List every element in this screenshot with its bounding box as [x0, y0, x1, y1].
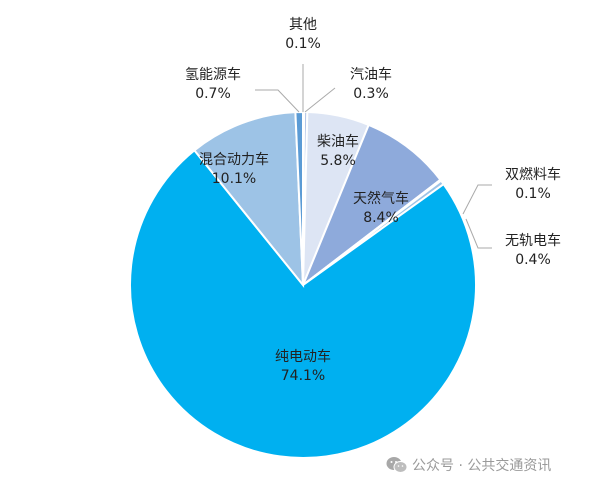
watermark-text: 公众号 · 公共交通资讯 [412, 458, 552, 474]
pie-slices [129, 110, 477, 459]
label-diesel: 柴油车 5.8% [317, 133, 359, 171]
label-bev-name: 纯电动车 [275, 349, 331, 365]
label-gasoline-name: 汽油车 [350, 67, 392, 83]
leader-line-gasoline [304, 87, 336, 113]
label-bev: 纯电动车 74.1% [275, 348, 331, 386]
label-hydrogen: 氢能源车 0.7% [185, 66, 241, 104]
pie-slice [300, 123, 442, 289]
label-cng-name: 天然气车 [353, 191, 409, 207]
label-trolley: 无轨电车 0.4% [505, 232, 561, 270]
pie-slice [129, 148, 477, 459]
label-cng: 天然气车 8.4% [353, 190, 409, 228]
label-dual-fuel-pct: 0.1% [515, 186, 551, 202]
label-other: 其他 0.1% [285, 16, 321, 54]
label-diesel-name: 柴油车 [317, 134, 359, 150]
leader-line-hydrogen [255, 89, 300, 113]
label-hybrid-pct: 10.1% [211, 171, 257, 187]
label-other-name: 其他 [288, 17, 317, 33]
label-hybrid: 混合动力车 10.1% [199, 151, 269, 189]
pie-slice [193, 111, 305, 288]
label-other-pct: 0.1% [285, 36, 321, 52]
watermark: 公众号 · 公共交通资讯 [386, 455, 551, 475]
wechat-icon [386, 457, 408, 473]
leader-line-trolley [465, 218, 492, 249]
label-dual-fuel-name: 双燃料车 [505, 167, 561, 183]
label-bev-pct: 74.1% [280, 368, 326, 384]
label-hybrid-name: 混合动力车 [199, 152, 269, 168]
label-trolley-pct: 0.4% [515, 252, 551, 268]
label-dual-fuel: 双燃料车 0.1% [505, 166, 561, 204]
label-hydrogen-name: 氢能源车 [185, 67, 241, 83]
label-gasoline: 汽油车 0.3% [350, 66, 392, 104]
label-trolley-name: 无轨电车 [505, 233, 561, 249]
leader-line-dual-fuel [462, 184, 492, 215]
label-diesel-pct: 5.8% [320, 153, 356, 169]
label-hydrogen-pct: 0.7% [195, 86, 231, 102]
leader-lines [255, 64, 492, 249]
label-cng-pct: 8.4% [363, 210, 399, 226]
label-gasoline-pct: 0.3% [353, 86, 389, 102]
